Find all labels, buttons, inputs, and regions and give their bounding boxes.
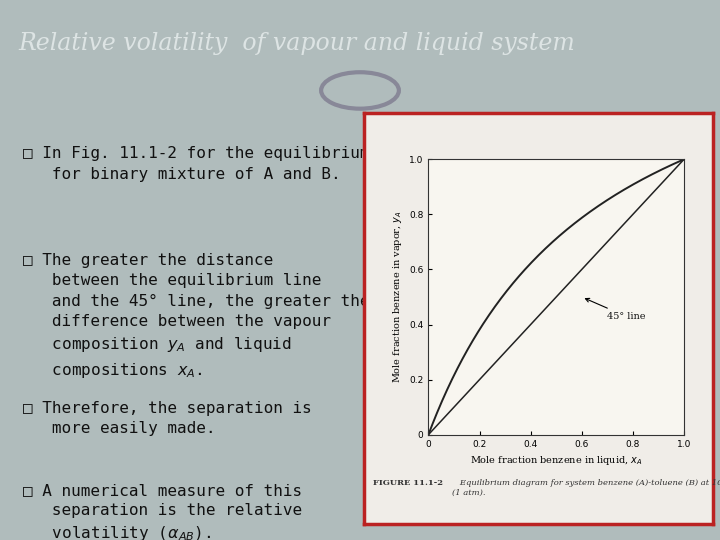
Text: Relative volatility  of vapour and liquid system: Relative volatility of vapour and liquid… — [18, 31, 575, 55]
X-axis label: Mole fraction benzene in liquid, $x_A$: Mole fraction benzene in liquid, $x_A$ — [470, 454, 642, 467]
Text: □ A numerical measure of this
   separation is the relative
   volatility ($\alp: □ A numerical measure of this separation… — [22, 483, 302, 540]
Text: □ In Fig. 11.1-2 for the equilibrium
   for binary mixture of A and B.: □ In Fig. 11.1-2 for the equilibrium for… — [22, 146, 369, 181]
Text: □ The greater the distance
   between the equilibrium line
   and the 45° line, : □ The greater the distance between the e… — [22, 253, 369, 380]
Y-axis label: Mole fraction benzene in vapor, $y_A$: Mole fraction benzene in vapor, $y_A$ — [391, 211, 404, 383]
Text: Equilibrium diagram for system benzene (A)-toluene (B) at 101.22 kPa
(1 atm).: Equilibrium diagram for system benzene (… — [452, 478, 720, 496]
Text: 45° line: 45° line — [585, 299, 646, 321]
Text: FIGURE 11.1-2: FIGURE 11.1-2 — [373, 478, 443, 487]
Text: □ Therefore, the separation is
   more easily made.: □ Therefore, the separation is more easi… — [22, 401, 311, 436]
